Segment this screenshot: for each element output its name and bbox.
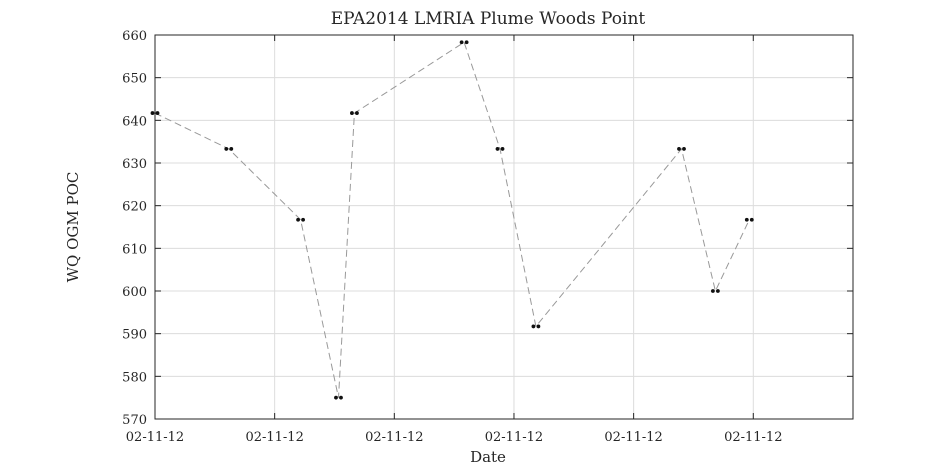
- y-tick-label: 580: [122, 370, 147, 385]
- x-tick-label: 02-11-12: [724, 430, 782, 445]
- data-point: [749, 217, 754, 222]
- chart-title: EPA2014 LMRIA Plume Woods Point: [331, 9, 646, 29]
- data-point: [536, 324, 541, 329]
- data-point: [464, 40, 469, 45]
- data-point: [531, 324, 536, 329]
- data-point: [495, 147, 500, 151]
- y-tick-label: 660: [122, 29, 147, 44]
- data-point: [224, 147, 229, 151]
- y-tick-label: 620: [122, 200, 147, 215]
- y-tick-label: 600: [122, 285, 147, 300]
- data-point: [710, 289, 715, 293]
- data-point: [355, 111, 359, 115]
- data-point: [677, 147, 681, 151]
- x-tick-label: 02-11-12: [365, 430, 423, 445]
- axis-ticks: 570 580 590 600 610 620 630 640 650 660 02-11-12 02…: [122, 29, 853, 445]
- series-layer: [150, 40, 754, 400]
- data-point: [334, 395, 338, 400]
- y-tick-label: 640: [122, 114, 147, 129]
- y-tick-label: 630: [122, 157, 147, 172]
- y-tick-label: 590: [122, 328, 147, 343]
- data-point: [155, 111, 160, 115]
- data-point: [715, 289, 720, 293]
- y-axis-label: WQ OGM POC: [64, 172, 82, 283]
- data-point: [296, 217, 300, 222]
- data-point: [744, 217, 749, 222]
- grid: [154, 34, 853, 420]
- y-tick-label: 570: [122, 413, 147, 428]
- data-point: [150, 111, 155, 115]
- y-tick-label: 610: [122, 242, 147, 257]
- y-tick-label: 650: [122, 72, 147, 87]
- data-point: [459, 40, 464, 45]
- x-axis-label: Date: [470, 448, 506, 466]
- data-point: [339, 395, 343, 400]
- x-tick-label: 02-11-12: [485, 430, 543, 445]
- plot-area-frame: [154, 34, 854, 420]
- series-line: [154, 41, 750, 398]
- data-point: [682, 147, 686, 151]
- x-tick-label: 02-11-12: [245, 430, 303, 445]
- data-point: [301, 217, 305, 222]
- x-tick-label: 02-11-12: [604, 430, 662, 445]
- data-point: [350, 111, 354, 115]
- data-point: [500, 147, 505, 151]
- data-point: [229, 147, 234, 151]
- x-tick-label: 02-11-12: [126, 430, 184, 445]
